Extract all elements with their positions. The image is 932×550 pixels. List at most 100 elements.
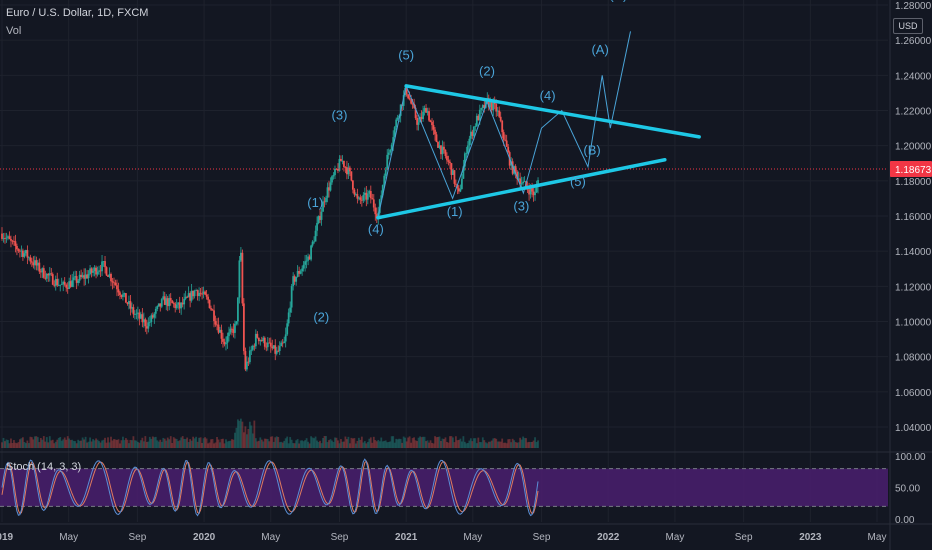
time-tick-label: May <box>665 532 684 543</box>
volume-bar <box>65 439 68 448</box>
candle-body <box>444 149 447 156</box>
candle-body <box>416 117 418 125</box>
volume-bar <box>210 439 212 448</box>
volume-bar <box>14 442 17 448</box>
candle-body <box>432 125 435 130</box>
volume-bar <box>375 441 378 448</box>
trendline-lower[interactable] <box>376 157 667 220</box>
volume-bar <box>535 441 538 448</box>
volume-bar <box>250 425 253 448</box>
candle-body <box>386 154 389 170</box>
candle-body <box>346 167 348 175</box>
time-tick-label: May <box>868 532 887 543</box>
candle-body <box>431 122 433 126</box>
volume-bar <box>268 441 271 448</box>
volume-bar <box>519 437 522 448</box>
volume-bar <box>10 438 12 448</box>
volume-bar <box>393 442 396 448</box>
wave-label: (1) <box>307 195 323 210</box>
volume-bar <box>202 438 205 448</box>
candle-body <box>455 183 457 185</box>
volume-bar <box>446 441 448 448</box>
volume-bar <box>347 436 350 448</box>
candle-body <box>184 296 187 299</box>
candle-body <box>514 166 517 172</box>
candle-body <box>528 189 530 195</box>
volume-bar <box>75 443 78 448</box>
volume-bar <box>405 441 408 448</box>
candle-body <box>344 167 347 168</box>
volume-bar <box>163 438 166 448</box>
volume-bar <box>323 436 326 448</box>
candle-body <box>105 267 108 276</box>
volume-bar <box>153 437 156 448</box>
candle-body <box>466 145 469 154</box>
candle-body <box>147 322 150 329</box>
volume-bar <box>259 437 262 448</box>
candle-body <box>251 345 254 350</box>
candle-body <box>210 308 212 310</box>
candle-body <box>292 276 295 287</box>
volume-bar <box>62 439 65 448</box>
volume-bar <box>511 438 514 448</box>
candle-body <box>183 298 186 305</box>
volume-bar <box>263 438 266 448</box>
volume-bar <box>245 434 248 448</box>
volume-bar <box>478 442 481 448</box>
volume-bar <box>269 436 272 448</box>
candle-body <box>187 293 190 298</box>
candle-body <box>310 245 312 260</box>
candle-body <box>501 120 504 133</box>
volume-bar <box>296 439 299 448</box>
volume-bar <box>60 440 63 448</box>
candle-body <box>201 293 203 295</box>
candle-body <box>326 187 329 198</box>
volume-bar <box>33 436 36 448</box>
volume-bar <box>19 439 21 448</box>
time-tick-label: 2021 <box>395 532 418 543</box>
candle-body <box>390 144 393 150</box>
candle-body <box>272 345 275 349</box>
candle-body <box>262 337 265 342</box>
volume-bar <box>26 440 29 448</box>
candle-body <box>516 171 519 179</box>
candle-body <box>286 323 289 335</box>
volume-bar <box>408 436 411 448</box>
candle-body <box>248 350 251 363</box>
candle-body <box>116 285 118 290</box>
volume-bar <box>329 439 332 448</box>
volume-bar <box>292 443 295 448</box>
trendline-upper[interactable] <box>404 84 701 139</box>
volume-bar <box>165 440 168 448</box>
candle-body <box>449 161 451 164</box>
candle-body <box>472 126 475 136</box>
wave-label: (4) <box>368 222 384 237</box>
candle-body <box>30 261 33 263</box>
candle-body <box>499 116 502 121</box>
currency-badge[interactable]: USD <box>893 18 923 34</box>
volume-bar <box>472 438 475 448</box>
volume-bar <box>142 441 145 448</box>
candle-body <box>129 301 132 309</box>
time-tick-label: May <box>59 532 78 543</box>
candle-body <box>511 161 514 174</box>
volume-bar <box>223 443 226 448</box>
candle-body <box>229 328 232 333</box>
volume-bar <box>441 438 444 448</box>
volume-bar <box>156 440 159 448</box>
candle-body <box>107 275 109 277</box>
volume-bar <box>110 436 112 448</box>
candle-body <box>463 153 466 167</box>
candle-body <box>284 334 287 342</box>
volume-bar <box>317 442 320 448</box>
volume-bar <box>154 436 157 448</box>
volume-bar <box>299 440 302 448</box>
candle-body <box>63 281 66 285</box>
volume-bar <box>310 436 312 448</box>
volume-bar <box>71 439 74 448</box>
volume-bar <box>528 441 530 448</box>
candle-body <box>113 282 115 284</box>
volume-bar <box>417 437 420 448</box>
volume-bar <box>366 441 369 448</box>
